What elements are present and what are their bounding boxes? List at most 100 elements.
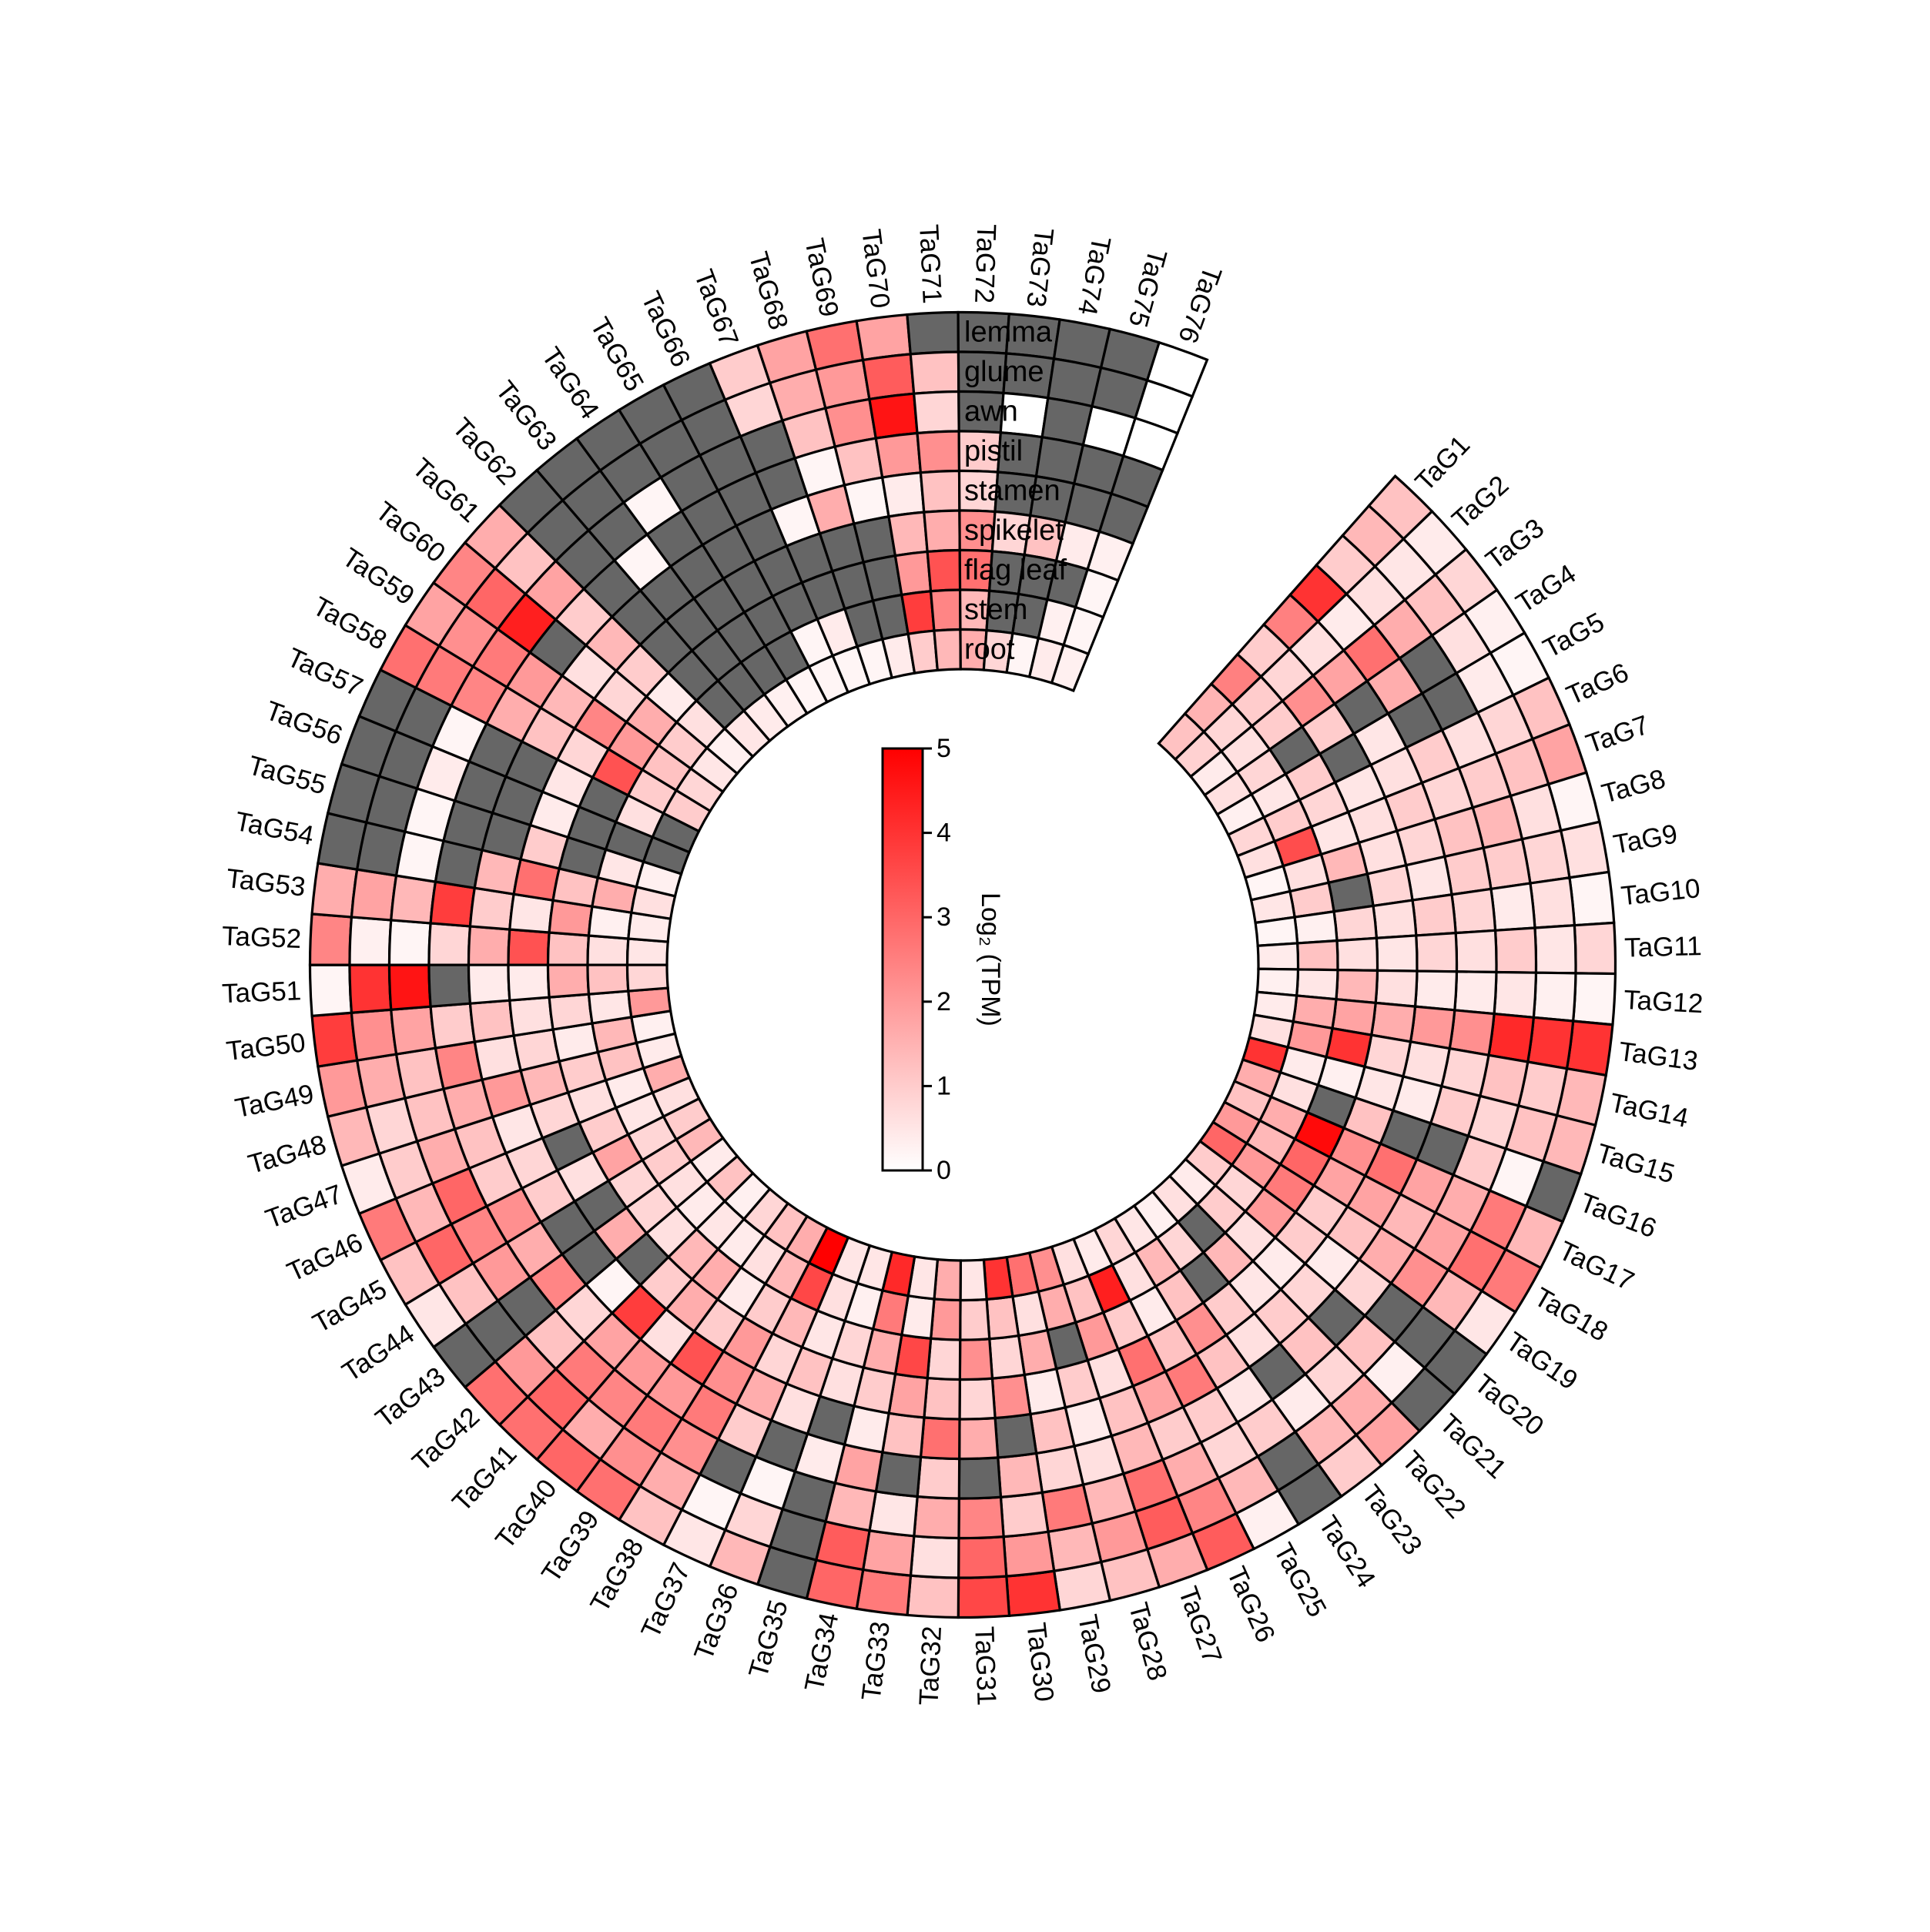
colorbar-tick-label: 4 [937,819,951,848]
heatmap-cell [868,1489,919,1538]
tissue-label: pistil [964,435,1023,467]
heatmap-cell [958,1338,994,1381]
heatmap-cell [990,1373,1032,1420]
heatmap-cell [546,931,591,966]
tissue-label: flag leaf [964,554,1067,586]
gene-label: TaG49 [233,1079,317,1123]
gene-label: TaG60 [370,496,451,568]
gene-label: TaG31 [969,1626,1001,1706]
heatmap-cell [1332,904,1379,943]
heatmap-cell [887,511,929,558]
gene-label: TaG41 [447,1439,523,1518]
gene-label: TaG24 [1312,1510,1381,1593]
gene-label: TaG2 [1446,470,1514,535]
heatmap-cell [900,590,936,636]
gene-label: TaG10 [1620,873,1702,911]
heatmap-cell [1375,934,1419,973]
heatmap-cell [1568,870,1616,927]
heatmap-cell [957,1456,1003,1500]
heatmap-cell [1404,855,1453,902]
gene-label: TaG36 [689,1579,745,1664]
gene-label: TaG40 [490,1474,563,1555]
heatmap-cell [1489,882,1536,933]
heatmap-cell [916,430,961,474]
heatmap-cell [467,963,511,1005]
gene-label: TaG12 [1623,985,1704,1019]
gene-label: TaG25 [1268,1538,1332,1622]
heatmap-cell [985,1294,1020,1341]
heatmap-cell [929,1297,962,1341]
heatmap-cell [387,919,432,966]
heatmap-cell [308,963,353,1018]
gene-label: TaG51 [221,976,302,1009]
heatmap-cell [350,868,398,922]
gene-label: TaG7 [1582,710,1653,760]
heatmap-cell [546,963,591,999]
heatmap-cell [1256,942,1300,971]
gene-label: TaG33 [856,1619,896,1702]
heatmap-cell [861,1529,916,1577]
heatmap-cell [880,471,926,518]
heatmap-cell [586,963,630,996]
gene-label: TaG76 [1172,262,1228,347]
heatmap-cell [1295,939,1339,972]
heatmap-cell [586,934,630,966]
heatmap-cell [308,912,353,966]
gene-label: TaG66 [635,287,696,372]
heatmap-cell [1335,936,1379,972]
gene-label: TaG55 [245,750,330,800]
heatmap-cell [1493,926,1538,974]
heatmap-cell [916,1455,961,1500]
gene-label: TaG37 [635,1559,696,1643]
heatmap-cell [1533,923,1577,975]
heatmap-cell [1571,972,1617,1026]
heatmap-cell [855,1568,913,1617]
gene-label: TaG38 [585,1533,650,1617]
heatmap-cell [310,1011,359,1068]
tissue-label: spikelet [964,514,1064,547]
gene-label: TaG62 [447,412,523,491]
heatmap-cell [627,986,672,1019]
gene-label: TaG14 [1607,1087,1691,1133]
heatmap-cell [923,509,961,554]
heatmap-cell [855,313,912,362]
heatmap-cell [429,880,477,928]
heatmap-cell [1450,887,1497,935]
tissue-label: stamen [964,474,1060,507]
heatmap-cell [988,1334,1027,1380]
colorbar-gradient [881,747,924,1172]
heatmap-cell [1365,863,1414,908]
heatmap-cell [1573,921,1617,976]
heatmap-cell [923,1376,961,1421]
gene-label: TaG30 [1020,1621,1059,1703]
heatmap-cell [957,1535,1008,1579]
heatmap-cell [874,431,923,479]
heatmap-cell [1493,970,1538,1020]
gene-label: TaG47 [262,1179,347,1234]
gene-label: TaG8 [1599,764,1669,809]
gene-label: TaG35 [743,1597,794,1682]
heatmap-cell [909,350,960,395]
heatmap-cell [548,993,594,1031]
heatmap-cell [958,1416,1000,1461]
gene-label: TaG59 [337,542,419,611]
heatmap-cell [1372,899,1418,939]
gene-label: TaG19 [1500,1326,1583,1395]
heatmap-cell [1050,643,1091,693]
heatmap-cell [958,1377,997,1421]
heatmap-cell [926,1337,962,1381]
gene-label: TaG6 [1562,658,1633,712]
heatmap-cell [1413,969,1459,1012]
heatmap-cell [1254,916,1299,947]
heatmap-cell [625,937,669,966]
heatmap-cell [390,1005,437,1056]
colorbar: 0 1 2 3 4 5 Log₂ (TPM) [881,734,1005,1185]
gene-label: TaG44 [337,1319,420,1388]
heatmap-cell [467,925,511,966]
colorbar-tick-label: 0 [937,1156,951,1185]
gene-label: TaG27 [1172,1582,1228,1667]
colorbar-tick-label: 1 [937,1071,951,1100]
heatmap-cell [957,1575,1011,1619]
heatmap-cell [909,1535,960,1579]
